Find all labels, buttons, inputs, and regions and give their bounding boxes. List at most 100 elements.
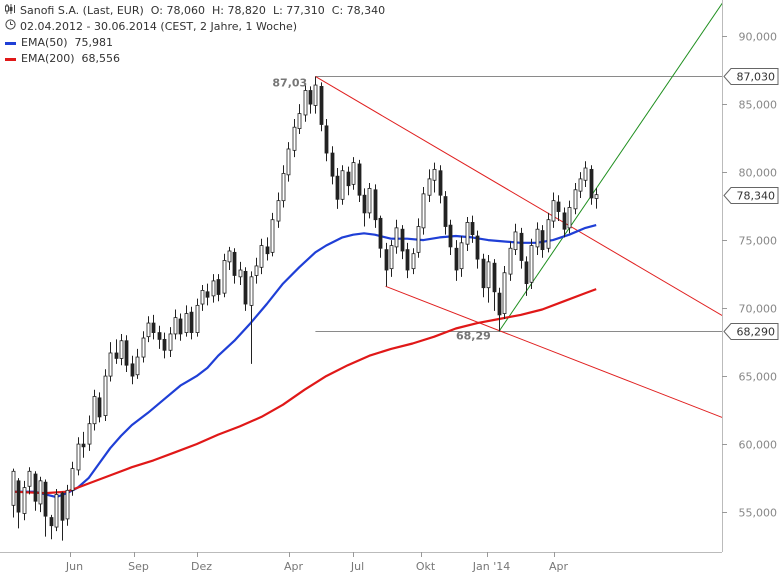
candle-up xyxy=(573,189,578,210)
candle-down xyxy=(346,171,351,187)
candle-down xyxy=(308,90,313,105)
y-tick-label: 55,000 xyxy=(739,507,778,520)
price-callout-label: 78,340 xyxy=(737,190,776,203)
candle-down xyxy=(448,224,453,248)
legend-ema200-row: EMA(200) 68,556 xyxy=(4,51,392,67)
x-tick-label: Dez xyxy=(191,560,212,573)
candle-up xyxy=(297,113,302,129)
candle-up xyxy=(141,337,146,358)
candle-up xyxy=(465,222,470,245)
candle-up xyxy=(38,480,43,505)
candle-up xyxy=(502,272,507,314)
candle-up xyxy=(546,219,551,249)
candle-up xyxy=(432,168,437,181)
y-tick-label: 75,000 xyxy=(739,235,778,248)
price-callout-box xyxy=(723,323,779,340)
ema200-value: 68,556 xyxy=(81,52,121,65)
open-value: O: 78,060 xyxy=(150,4,205,17)
candle-up xyxy=(108,352,113,377)
candle-down xyxy=(81,443,86,448)
chart-legend: Sanofi S.A. (Last, EUR) O: 78,060 H: 78,… xyxy=(4,3,392,67)
price-annotation: 87,03 xyxy=(272,76,307,89)
candle-up xyxy=(195,304,200,333)
candle-down xyxy=(438,170,443,196)
price-callout-label: 68,290 xyxy=(737,326,776,339)
candle-up xyxy=(421,193,426,229)
candle-up xyxy=(184,313,189,333)
price-callout: 87,030 xyxy=(723,68,779,85)
low-value: L: 77,310 xyxy=(272,4,325,17)
candle-up xyxy=(249,276,254,306)
candle-down xyxy=(335,175,340,200)
candle-up xyxy=(567,207,572,229)
candle-down xyxy=(130,363,135,377)
y-tick-label: 65,000 xyxy=(739,371,778,384)
candle-up xyxy=(313,84,318,106)
candle-down xyxy=(319,86,324,125)
red-trendline xyxy=(315,76,722,316)
ema200-swatch xyxy=(5,57,16,61)
candle-down xyxy=(492,262,497,293)
date-range: 02.04.2012 - 30.06.2014 (CEST, 2 Jahre, … xyxy=(20,20,298,33)
candle-down xyxy=(324,125,329,154)
instrument-title: Sanofi S.A. (Last, EUR) xyxy=(20,4,144,17)
candle-up xyxy=(303,90,308,116)
y-tick-label: 80,000 xyxy=(739,167,778,180)
candle-down xyxy=(589,168,594,199)
candle-up xyxy=(411,253,416,270)
candle-down xyxy=(189,311,194,333)
candle-up xyxy=(259,245,264,268)
candle-up xyxy=(286,148,291,176)
candle-up xyxy=(87,423,92,445)
candle-down xyxy=(519,232,524,261)
candle-up xyxy=(578,178,583,192)
candle-layer xyxy=(11,76,599,541)
ema50-value: 75,981 xyxy=(74,36,114,49)
candle-up xyxy=(486,261,491,289)
candle-up xyxy=(594,194,599,199)
price-callout: 68,290 xyxy=(723,323,779,340)
y-tick-label: 90,000 xyxy=(739,31,778,44)
candle-up xyxy=(276,200,281,222)
candle-up xyxy=(270,219,275,253)
clock-icon xyxy=(4,19,17,35)
ema-layer xyxy=(12,224,597,499)
candle-down xyxy=(232,251,237,276)
x-tick-label: Apr xyxy=(549,560,569,573)
candle-down xyxy=(378,217,383,249)
price-callout-label: 87,030 xyxy=(737,71,776,84)
high-value: H: 78,820 xyxy=(211,4,266,17)
candle-down xyxy=(114,352,119,359)
annotation-layer: 87,030 78,340 68,290 87,03 68,29 xyxy=(272,68,779,342)
candle-up xyxy=(389,245,394,270)
ema50-swatch xyxy=(5,41,16,45)
candle-up xyxy=(70,468,75,491)
candle-up xyxy=(535,228,540,248)
candle-down xyxy=(443,196,448,227)
candle-down xyxy=(497,292,502,316)
x-tick-label: Apr xyxy=(284,560,304,573)
candle-down xyxy=(265,246,270,255)
candle-down xyxy=(205,291,210,298)
candle-down xyxy=(178,318,183,335)
candle-up xyxy=(340,170,345,200)
candle-down xyxy=(400,228,405,252)
candle-up xyxy=(119,340,124,359)
candle-down xyxy=(454,247,459,271)
x-tick-label: Jan '14 xyxy=(472,560,510,573)
candle-down xyxy=(43,481,48,517)
price-callout-box xyxy=(723,187,779,204)
price-callout-box xyxy=(723,68,779,85)
legend-ema50-row: EMA(50) 75,981 xyxy=(4,35,392,51)
candle-down xyxy=(97,397,102,418)
candle-down xyxy=(405,249,410,271)
candle-up xyxy=(168,333,173,351)
legend-title-row: Sanofi S.A. (Last, EUR) O: 78,060 H: 78,… xyxy=(4,3,392,19)
candle-up xyxy=(238,269,243,278)
x-tick-label: Jul xyxy=(350,560,364,573)
ema200-line xyxy=(12,288,597,495)
candle-up xyxy=(227,250,232,263)
candle-up xyxy=(416,226,421,253)
